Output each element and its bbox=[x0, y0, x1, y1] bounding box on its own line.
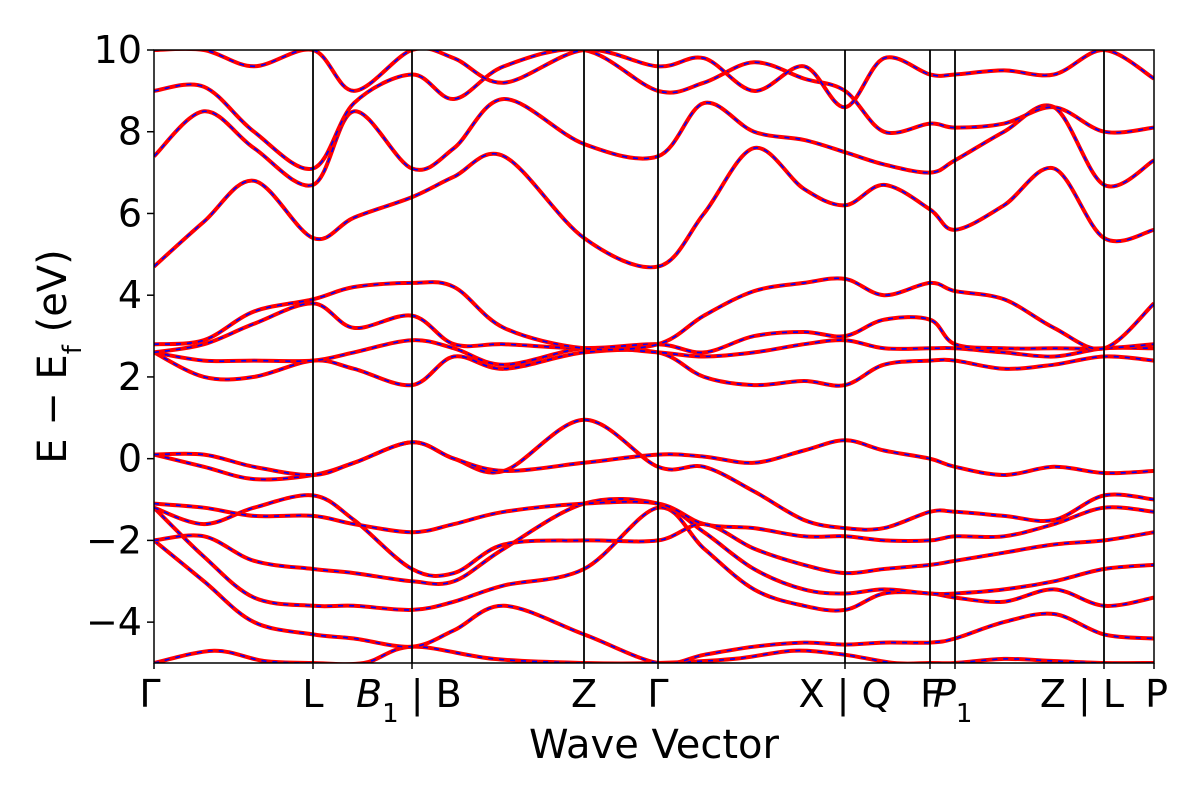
y-tick-label-6: 6 bbox=[118, 191, 142, 235]
band-line-8 bbox=[154, 438, 1154, 478]
x-tick-label-10: P bbox=[1145, 672, 1168, 716]
x-tick-label-4: Z bbox=[571, 672, 597, 716]
x-tick-label-9: Z | L bbox=[1040, 672, 1124, 717]
y-tick-label-2: −2 bbox=[86, 518, 142, 562]
y-tick-label-1: −4 bbox=[86, 600, 142, 644]
band-line-16 bbox=[154, 50, 1154, 110]
x-tick-label-7: F bbox=[920, 672, 942, 716]
x-tick-label-3: B1 | B bbox=[356, 672, 462, 729]
band-line-16-overlay bbox=[154, 50, 1154, 108]
band-line-4-overlay bbox=[154, 498, 1154, 595]
band-line-9 bbox=[154, 347, 1154, 388]
band-line-13-overlay bbox=[154, 147, 1154, 269]
band-line-13 bbox=[154, 146, 1154, 270]
x-axis-label: Wave Vector bbox=[529, 722, 780, 768]
x-tick-label-2: L bbox=[302, 672, 323, 716]
band-line-6 bbox=[154, 499, 1154, 543]
x-tick-label-5: Γ bbox=[647, 672, 668, 716]
band-line-14-overlay bbox=[154, 98, 1154, 188]
y-axis-label: E − Ef (eV) bbox=[30, 249, 88, 464]
x-axis: Γ L B1 | B Z Γ X | Q FP1 Z | L P bbox=[139, 663, 1168, 729]
y-tick-label-3: 0 bbox=[118, 437, 142, 481]
x-tick-label-8: P1 bbox=[933, 672, 972, 729]
band-line-8-overlay bbox=[154, 439, 1154, 476]
y-tick-label-5: 4 bbox=[118, 273, 142, 317]
x-tick-label-1: Γ bbox=[139, 672, 160, 716]
y-tick-label-8: 10 bbox=[94, 28, 142, 72]
band-line-4 bbox=[154, 496, 1154, 597]
band-line-3-overlay bbox=[154, 506, 1154, 612]
y-axis: −4 −2 0 2 4 6 8 10 bbox=[86, 28, 154, 644]
plot-frame bbox=[153, 49, 1155, 664]
band-line-12 bbox=[154, 276, 1154, 352]
band-line-15-overlay bbox=[154, 50, 1154, 170]
band-lines bbox=[154, 50, 1154, 663]
y-tick-label-7: 8 bbox=[118, 110, 142, 154]
band-line-10 bbox=[154, 338, 1154, 367]
x-tick-label-6: X | Q bbox=[799, 672, 892, 717]
kpoint-separators bbox=[312, 50, 1105, 663]
band-line-11-overlay bbox=[154, 302, 1154, 354]
band-line-12-overlay bbox=[154, 277, 1154, 351]
band-line-2-overlay bbox=[154, 539, 1154, 663]
band-line-3 bbox=[154, 505, 1154, 613]
band-line-9-overlay bbox=[154, 349, 1154, 387]
band-line-14 bbox=[154, 96, 1154, 189]
y-tick-label-4: 2 bbox=[118, 355, 142, 399]
band-line-1-overlay bbox=[154, 645, 1154, 663]
